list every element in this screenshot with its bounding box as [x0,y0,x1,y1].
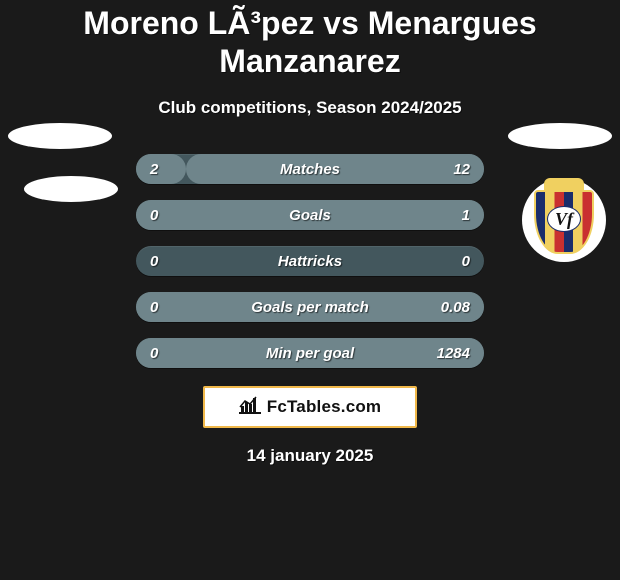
stat-right-value: 0.08 [441,292,470,322]
stat-row: 0 Goals 1 [136,200,484,230]
stat-left-value: 0 [150,200,158,230]
bar-chart-icon [239,396,261,419]
page-title: Moreno LÃ³pez vs Menargues Manzanarez [0,4,620,80]
stat-left-value: 2 [150,154,158,184]
stat-row: 2 Matches 12 [136,154,484,184]
subtitle: Club competitions, Season 2024/2025 [0,98,620,118]
stat-row: 0 Goals per match 0.08 [136,292,484,322]
stat-right-value: 1 [462,200,470,230]
villarreal-badge-icon: Vf [534,184,594,256]
source-logo-box: FcTables.com [203,386,417,428]
stats-table: 2 Matches 12 0 Goals 1 0 Hattricks 0 0 Goals per m… [136,154,484,368]
right-player-club-badge: Vf [522,178,606,262]
comparison-card: Moreno LÃ³pez vs Menargues Manzanarez Cl… [0,0,620,466]
stat-right-value: 0 [462,246,470,276]
stat-right-value: 1284 [437,338,470,368]
stat-left-value: 0 [150,292,158,322]
stat-label: Goals per match [251,299,369,316]
stat-label: Hattricks [278,253,342,270]
stat-row: 0 Min per goal 1284 [136,338,484,368]
stat-left-value: 0 [150,338,158,368]
stat-label: Min per goal [266,345,354,362]
stat-label: Matches [280,161,340,178]
source-label: FcTables.com [267,397,382,417]
comparison-date: 14 january 2025 [0,446,620,466]
stat-label: Goals [289,207,331,224]
right-player-silhouette-top [508,123,612,149]
left-player-silhouette-bottom [24,176,118,202]
stat-right-value: 12 [453,154,470,184]
stat-row: 0 Hattricks 0 [136,246,484,276]
left-player-silhouette-top [8,123,112,149]
stat-left-value: 0 [150,246,158,276]
stat-fill-left [136,154,186,184]
